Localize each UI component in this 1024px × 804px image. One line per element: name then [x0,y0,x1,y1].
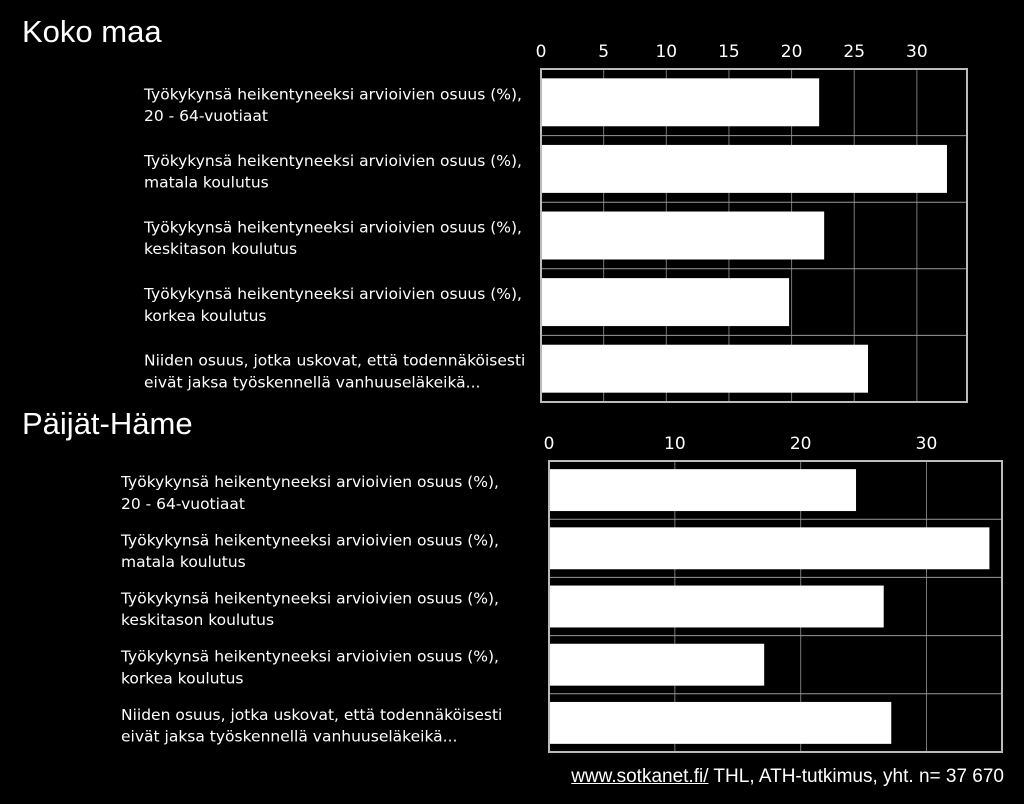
category-label-line: 20 - 64-vuotiaat [144,107,268,125]
category-label-line: eivät jaksa työskennellä vanhuuseläkeikä… [144,373,480,391]
bar [541,344,869,393]
x-tick-label: 30 [906,42,928,62]
x-tick-label: 15 [718,42,740,62]
bar [541,78,820,127]
bar [541,211,825,260]
x-tick-label: 0 [536,42,547,62]
category-label-line: Työkykynsä heikentyneeksi arvioivien osu… [143,152,522,170]
bar [549,585,884,628]
category-label: Työkykynsä heikentyneeksi arvioivien osu… [143,285,522,325]
x-tick-label: 10 [655,42,677,62]
sotkanet-link[interactable]: www.sotkanet.fi/ [571,766,709,787]
category-label-line: korkea koulutus [144,307,267,325]
bar [541,144,947,193]
category-label-line: Työkykynsä heikentyneeksi arvioivien osu… [120,531,499,549]
category-label-line: Työkykynsä heikentyneeksi arvioivien osu… [120,590,499,608]
category-label-line: Niiden osuus, jotka uskovat, että todenn… [121,706,502,724]
category-label-line: Niiden osuus, jotka uskovat, että todenn… [144,352,525,370]
category-label: Työkykynsä heikentyneeksi arvioivien osu… [143,85,522,125]
bar [549,469,857,512]
plot-frame [540,68,968,403]
x-tick-label: 20 [790,434,812,454]
category-label: Niiden osuus, jotka uskovat, että todenn… [144,352,525,392]
category-label: Niiden osuus, jotka uskovat, että todenn… [121,706,502,746]
bar [549,701,892,744]
bar [549,527,990,570]
source-text: THL, ATH-tutkimus, yht. n= 37 670 [708,766,1004,787]
category-label: Työkykynsä heikentyneeksi arvioivien osu… [120,531,499,571]
category-label: Työkykynsä heikentyneeksi arvioivien osu… [120,590,499,630]
category-label: Työkykynsä heikentyneeksi arvioivien osu… [143,152,522,192]
x-tick-label: 30 [916,434,938,454]
x-tick-label: 10 [664,434,686,454]
bar [549,643,765,686]
x-tick-label: 5 [598,42,609,62]
category-label-line: keskitason koulutus [144,240,297,258]
category-label-line: Työkykynsä heikentyneeksi arvioivien osu… [143,219,522,237]
x-tick-label: 0 [544,434,555,454]
category-label-line: matala koulutus [144,174,269,192]
bar-chart-koko-maa: 0 5 10 15 20 25 30 Työkykynsä heikentyneeksi ar… [143,42,968,403]
category-label-line: Työkykynsä heikentyneeksi arvioivien osu… [120,648,499,666]
category-label-line: korkea koulutus [121,669,244,687]
source-note: www.sotkanet.fi/ THL, ATH-tutkimus, yht.… [571,766,1004,788]
category-label-line: eivät jaksa työskennellä vanhuuseläkeikä… [121,728,457,746]
x-tick-label: 20 [781,42,803,62]
category-label-line: Työkykynsä heikentyneeksi arvioivien osu… [120,473,499,491]
category-label: Työkykynsä heikentyneeksi arvioivien osu… [120,648,499,688]
category-label-line: keskitason koulutus [121,611,274,629]
category-label: Työkykynsä heikentyneeksi arvioivien osu… [120,473,499,513]
x-tick-label: 25 [843,42,865,62]
category-label-line: Työkykynsä heikentyneeksi arvioivien osu… [143,85,522,103]
category-label-line: 20 - 64-vuotiaat [121,495,245,513]
panel-title-paijat-hame: Päijät-Häme [22,406,193,441]
bar [541,278,790,327]
bar-chart-paijat-hame: 0 10 20 30 Työkykynsä heikentyneeksi arvioiv… [120,434,1003,753]
plot-frame [548,460,1003,753]
category-label-line: Työkykynsä heikentyneeksi arvioivien osu… [143,285,522,303]
category-label: Työkykynsä heikentyneeksi arvioivien osu… [143,219,522,259]
category-label-line: matala koulutus [121,553,246,571]
panel-title-koko-maa: Koko maa [22,14,162,49]
